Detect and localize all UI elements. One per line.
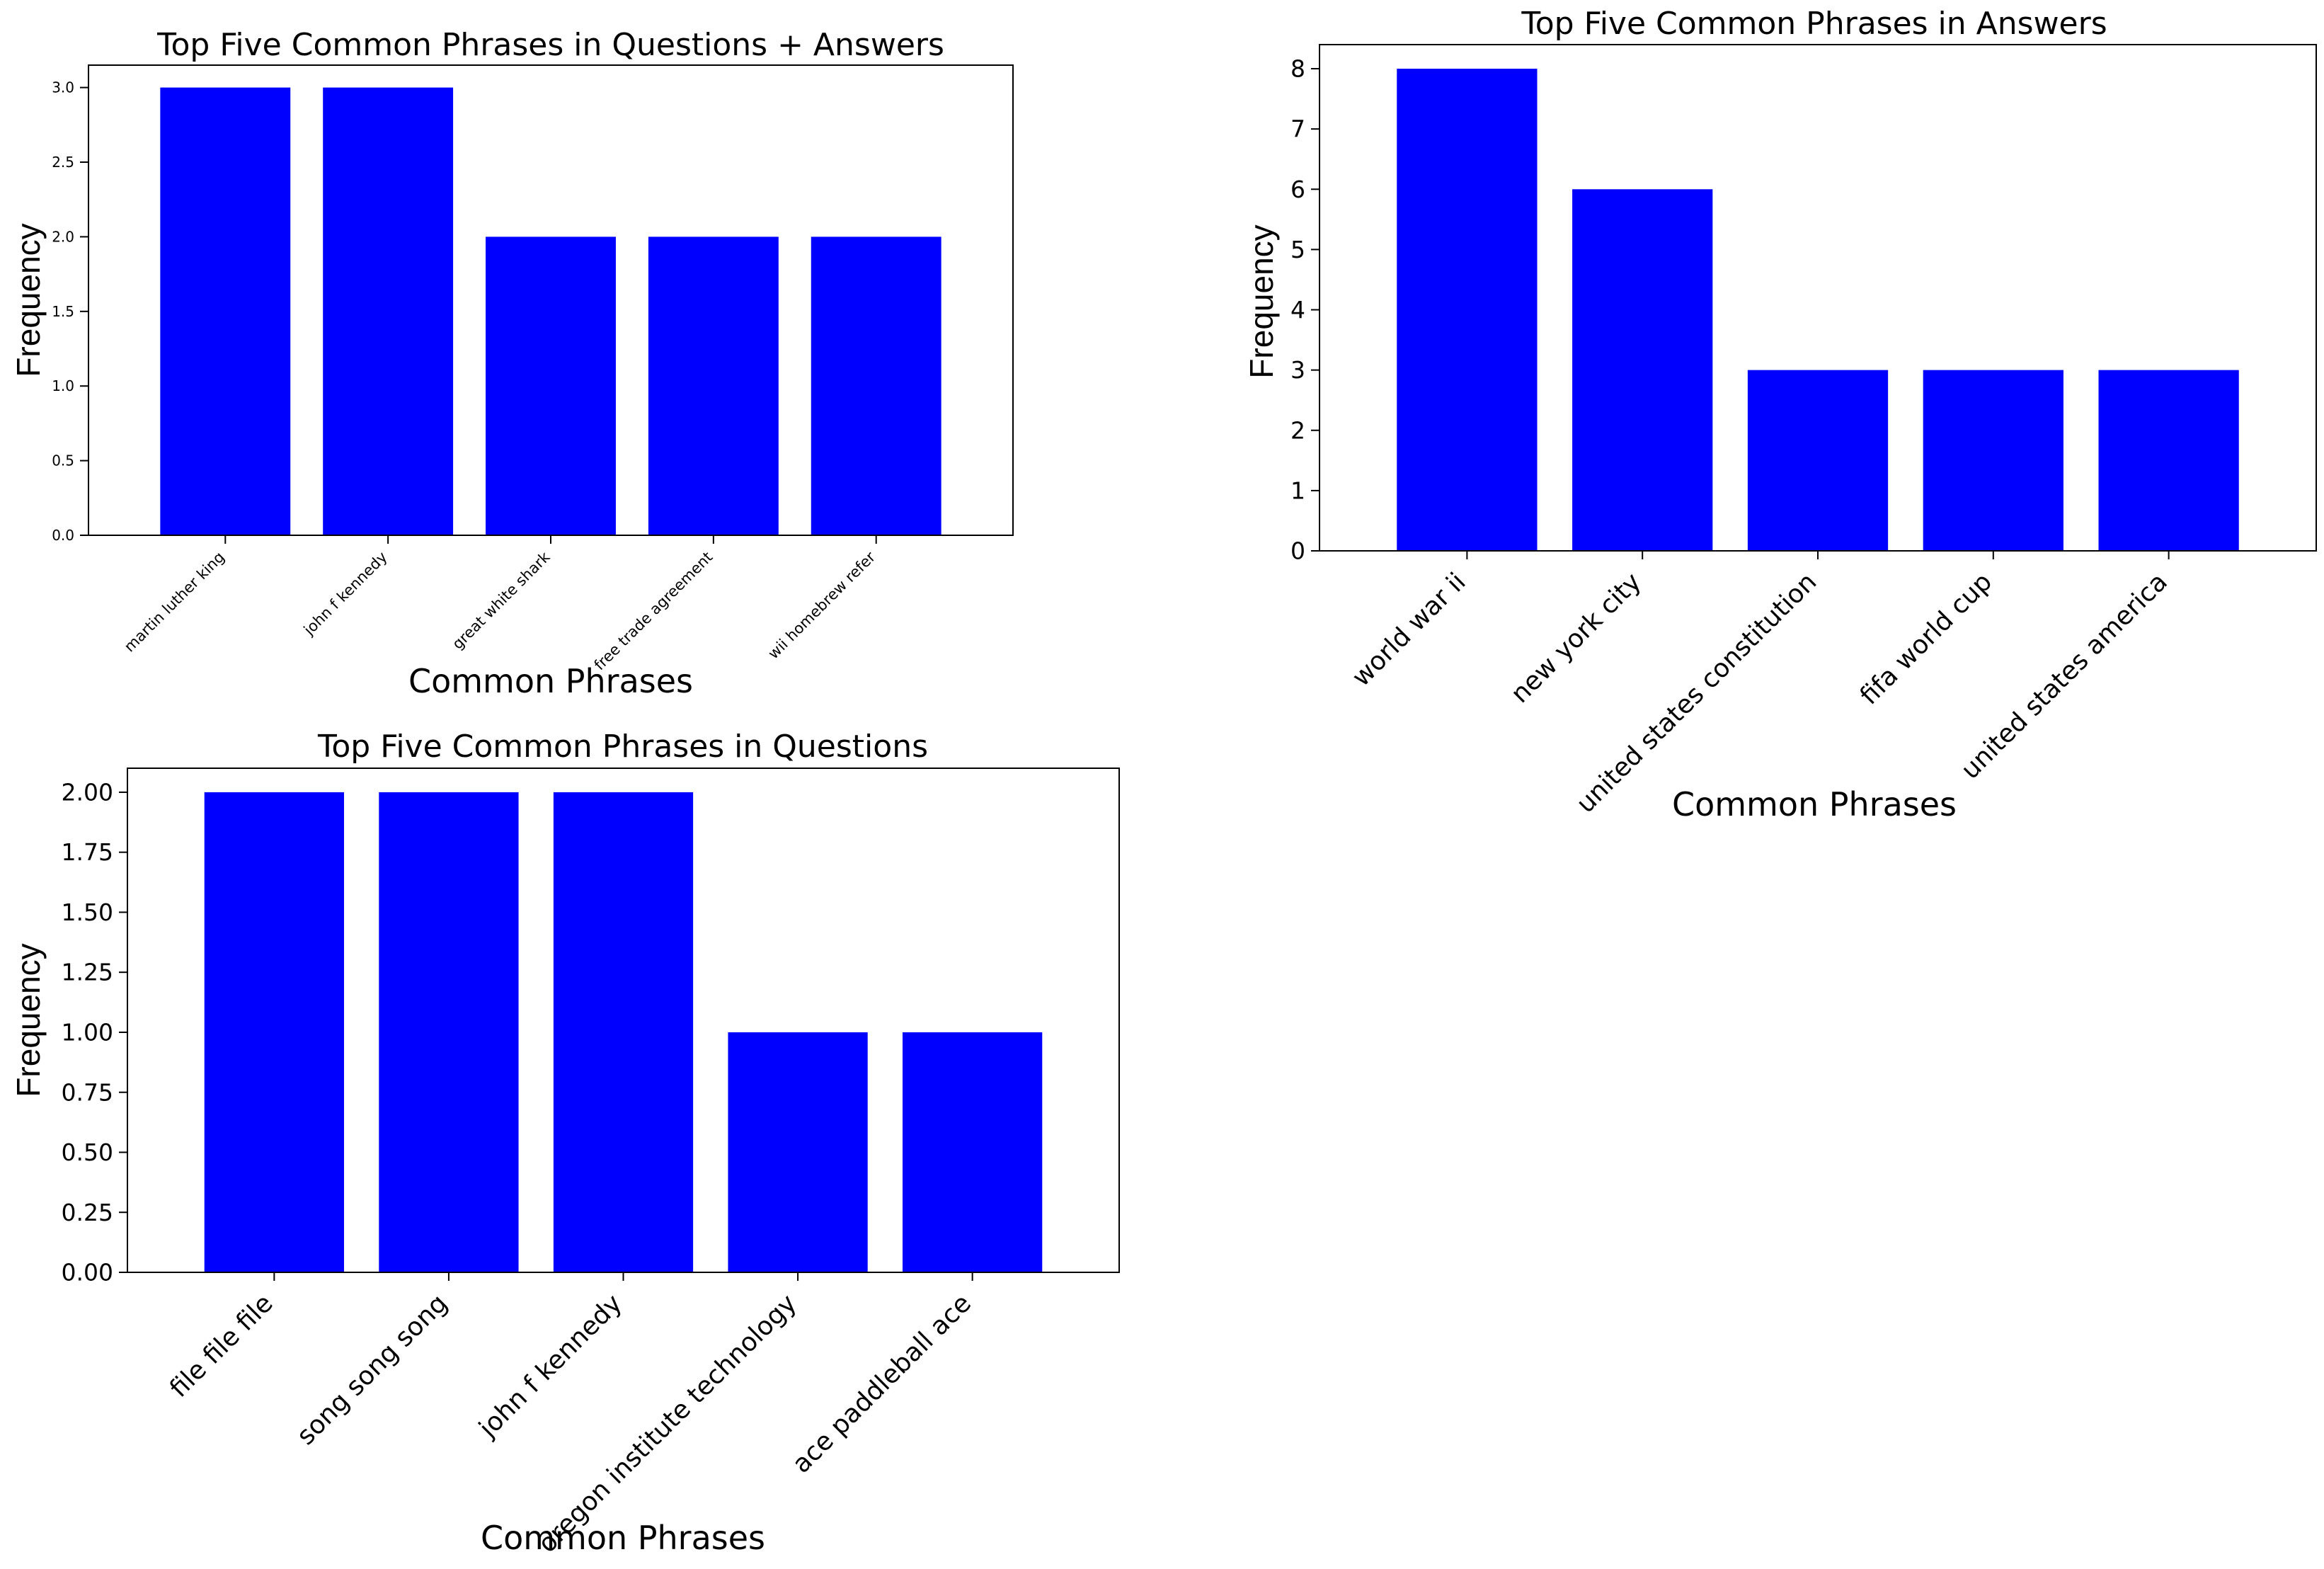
bar-2 <box>379 792 519 1272</box>
y-axis-label: Frequency <box>10 943 47 1097</box>
y-tick-label: 1 <box>1290 477 1305 504</box>
bar-2 <box>1572 189 1713 551</box>
x-tick-label: world war ii <box>1346 567 1471 692</box>
bar-1 <box>1397 69 1538 552</box>
y-tick-label: 1.50 <box>62 898 113 926</box>
y-tick-label: 1.75 <box>62 838 113 866</box>
y-tick-label: 0.75 <box>62 1078 113 1106</box>
y-tick-label: 3 <box>1290 356 1305 384</box>
y-tick-label: 4 <box>1290 296 1305 324</box>
y-tick-label: 0.25 <box>62 1199 113 1226</box>
bar-5 <box>903 1032 1043 1272</box>
y-tick-label: 1.0 <box>52 377 74 394</box>
y-tick-label: 2.0 <box>52 228 74 245</box>
bar-1 <box>160 87 291 536</box>
chart-panel-3: Top Five Common Phrases in Questions 0.00… <box>10 729 1120 1558</box>
y-tick-label: 6 <box>1290 176 1305 203</box>
y-tick-label: 7 <box>1290 115 1305 143</box>
x-tick-label: ace paddleball ace <box>787 1289 977 1478</box>
chart-panel-1: Top Five Common Phrases in Questions + A… <box>10 27 1014 700</box>
bar-3 <box>1747 370 1889 551</box>
bar-3 <box>486 236 616 535</box>
y-tick-label: 1.25 <box>62 959 113 986</box>
bar-3 <box>553 792 694 1272</box>
y-tick-label: 1.5 <box>52 303 74 320</box>
bar-5 <box>2098 370 2239 551</box>
x-tick-label: new york city <box>1506 567 1647 709</box>
chart-title: Top Five Common Phrases in Answers <box>1521 6 2107 42</box>
bar-4 <box>648 236 779 535</box>
y-tick-label: 8 <box>1290 55 1305 83</box>
x-tick-label: file file file <box>164 1289 278 1403</box>
y-tick-label: 2.00 <box>62 778 113 806</box>
x-tick-label: fifa world cup <box>1855 567 1998 710</box>
y-tick-label: 1.00 <box>62 1019 113 1046</box>
x-tick-label: john f kennedy <box>300 549 391 639</box>
y-tick-label: 2.5 <box>52 154 74 171</box>
x-tick-label: song song song <box>292 1289 454 1451</box>
bar-1 <box>204 792 344 1272</box>
y-tick-label: 3.0 <box>52 79 74 96</box>
y-tick-label: 0.00 <box>62 1259 113 1286</box>
y-tick-label: 5 <box>1290 236 1305 263</box>
y-tick-label: 0 <box>1290 537 1305 565</box>
chart-panel-2: Top Five Common Phrases in Answers 0 1 2 3 4 5… <box>1243 6 2317 823</box>
y-tick-label: 2 <box>1290 416 1305 444</box>
chart-title: Top Five Common Phrases in Questions <box>317 729 928 765</box>
y-axis-label: Frequency <box>1243 224 1280 378</box>
x-tick-label: john f kennedy <box>473 1289 627 1443</box>
y-axis-label: Frequency <box>10 223 47 377</box>
x-axis-label: Common Phrases <box>408 662 693 700</box>
y-tick-label: 0.5 <box>52 452 74 469</box>
x-axis-label: Common Phrases <box>1672 785 1957 823</box>
bar-4 <box>728 1032 868 1272</box>
x-tick-label: wii homebrew refer <box>765 548 878 662</box>
y-tick-label: 0.50 <box>62 1139 113 1166</box>
bar-4 <box>1923 370 2063 551</box>
x-tick-label: great white shark <box>449 548 554 653</box>
chart-title: Top Five Common Phrases in Questions + A… <box>156 27 944 63</box>
bar-5 <box>811 236 941 535</box>
y-tick-label: 0.0 <box>52 527 74 544</box>
x-tick-label: martin luther king <box>121 549 228 656</box>
x-tick-label: united states america <box>1956 567 2173 784</box>
bar-2 <box>323 87 454 536</box>
x-axis-label: Common Phrases <box>481 1519 765 1557</box>
x-tick-label: free trade agreement <box>591 549 716 674</box>
